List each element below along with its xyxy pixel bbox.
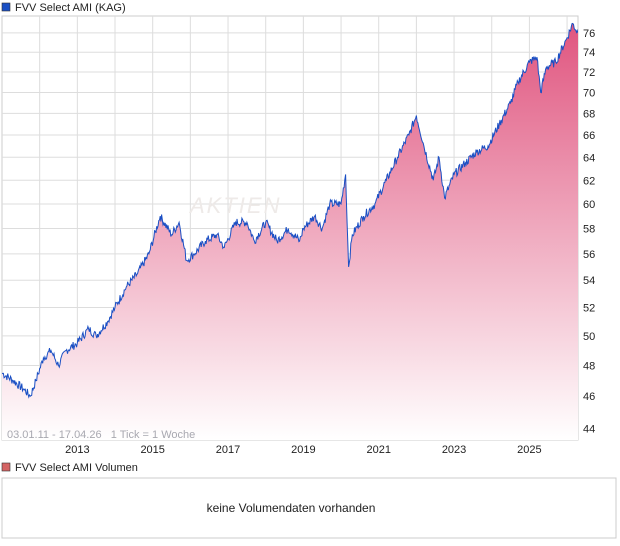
series [2, 22, 578, 440]
legend-main-swatch [1, 2, 11, 12]
watermark: AKTIEN [188, 193, 281, 218]
y-tick-label: 76 [583, 28, 595, 40]
y-axis: 44 46 48 50 52 54 56 58 60 62 64 66 68 70 72 74 76 [583, 28, 595, 435]
x-tick-label: 2015 [140, 444, 164, 456]
price-line [2, 22, 578, 399]
y-tick-label: 44 [583, 423, 595, 435]
y-tick-label: 54 [583, 275, 595, 287]
y-tick-label: 50 [583, 331, 595, 343]
x-tick-label: 2013 [65, 444, 89, 456]
y-tick-label: 58 [583, 224, 595, 236]
y-tick-label: 48 [583, 360, 595, 372]
legend-volume-label: FVV Select AMI Volumen [15, 462, 138, 474]
x-tick-label: 2021 [366, 444, 390, 456]
volume-empty-text: keine Volumendaten vorhanden [207, 501, 376, 515]
legend-main-label: FVV Select AMI (KAG) [15, 2, 126, 14]
price-area [2, 23, 578, 440]
x-tick-label: 2023 [442, 444, 466, 456]
x-axis: 2013 2015 2017 2019 2021 2023 2025 [65, 444, 542, 456]
y-tick-label: 68 [583, 108, 595, 120]
y-tick-label: 52 [583, 303, 595, 315]
y-tick-label: 74 [583, 47, 595, 59]
y-tick-label: 64 [583, 152, 595, 164]
y-tick-label: 62 [583, 175, 595, 187]
y-tick-label: 56 [583, 249, 595, 261]
x-tick-label: 2017 [216, 444, 240, 456]
y-tick-label: 70 [583, 87, 595, 99]
volume-panel [1, 477, 617, 539]
y-tick-label: 66 [583, 130, 595, 142]
range-text: 03.01.11 - 17.04.26 1 Tick = 1 Woche [7, 429, 195, 441]
y-tick-label: 72 [583, 67, 595, 79]
legend-volume-swatch [1, 462, 11, 472]
x-tick-label: 2025 [517, 444, 541, 456]
x-tick-label: 2019 [291, 444, 315, 456]
y-tick-label: 46 [583, 391, 595, 403]
y-tick-label: 60 [583, 199, 595, 211]
